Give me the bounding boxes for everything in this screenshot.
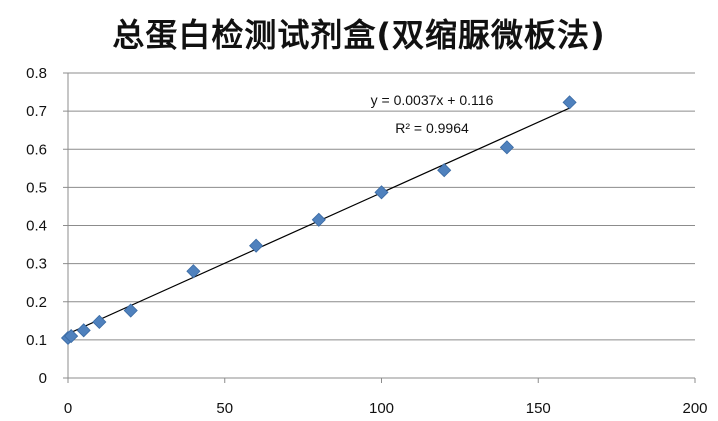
x-tick-labels: 0 50 100 150 200 [64,400,708,417]
x-tick-label: 50 [216,400,233,417]
y-tick-label: 0.7 [26,103,47,120]
x-tick-label: 150 [526,400,551,417]
y-tick-labels: 0 0.1 0.2 0.3 0.4 0.5 0.6 0.7 0.8 [26,65,47,387]
y-tick-label: 0.4 [26,218,47,235]
axes [63,72,696,383]
data-point [64,328,79,344]
data-point [92,314,107,330]
data-point [437,163,452,178]
data-point [76,323,91,338]
y-tick-label: 0.6 [26,141,47,158]
data-point [123,303,138,318]
data-point [562,95,577,110]
y-tick-label: 0.1 [26,332,47,349]
trendline-equation: y = 0.0037x + 0.116 [371,92,494,108]
data-points [60,95,577,346]
y-tick-label: 0.2 [26,294,47,311]
r-squared-label: R² = 0.9964 [395,120,469,136]
data-point [374,185,389,200]
data-point [249,238,264,253]
data-point [186,264,201,279]
x-tick-label: 200 [682,400,707,417]
y-tick-label: 0.8 [26,65,47,82]
data-point [311,212,326,227]
x-tick-label: 100 [369,400,394,417]
y-tick-label: 0 [39,370,47,387]
x-tick-label: 0 [64,400,72,417]
y-tick-label: 0.3 [26,256,47,273]
chart-title: 总蛋白检测试剂盒(双缩脲微板法) [112,16,606,54]
y-tick-label: 0.5 [26,179,47,196]
gridlines [68,72,695,341]
data-point [499,140,514,155]
